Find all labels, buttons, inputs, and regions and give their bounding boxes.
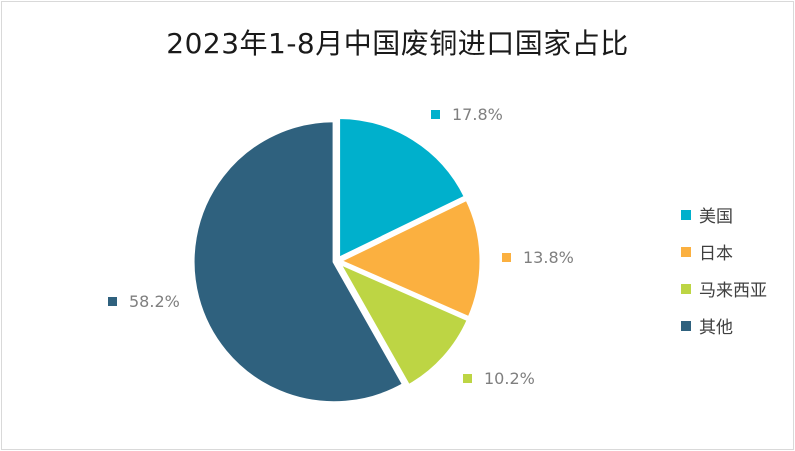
legend-label-other: 其他 [699, 318, 733, 338]
legend-label-malaysia: 马来西亚 [699, 281, 767, 301]
legend-item-japan: 日本 [681, 233, 767, 270]
pie-slice-other [191, 119, 406, 405]
data-label-other: 58.2% [108, 292, 180, 311]
pie-slice-japan [336, 197, 483, 320]
legend-label-japan: 日本 [699, 244, 733, 264]
data-label-japan: 13.8% [502, 248, 574, 267]
data-label-malaysia: 10.2% [463, 369, 535, 388]
legend-swatch-us [681, 209, 691, 220]
legend-swatch-other [681, 320, 691, 331]
pie-slice-us [337, 115, 468, 261]
chart-title: 2023年1-8月中国废铜进口国家占比 [166, 27, 629, 60]
data-label-other-marker [108, 297, 117, 306]
legend-swatch-japan [681, 246, 691, 257]
legend-item-other: 其他 [681, 307, 767, 344]
data-label-japan-marker [502, 253, 511, 262]
data-label-other-text: 58.2% [129, 292, 180, 311]
legend-label-us: 美国 [699, 207, 733, 227]
legend-item-malaysia: 马来西亚 [681, 270, 767, 307]
data-label-us-text: 17.8% [452, 105, 503, 124]
data-label-malaysia-text: 10.2% [484, 369, 535, 388]
pie-slice-malaysia [335, 259, 471, 388]
data-label-us: 17.8% [431, 105, 503, 124]
legend-swatch-malaysia [681, 283, 691, 294]
data-label-us-marker [431, 110, 440, 119]
legend: 美国 日本 马来西亚 其他 [681, 196, 767, 344]
data-label-malaysia-marker [463, 374, 472, 383]
data-label-japan-text: 13.8% [523, 248, 574, 267]
legend-item-us: 美国 [681, 196, 767, 233]
